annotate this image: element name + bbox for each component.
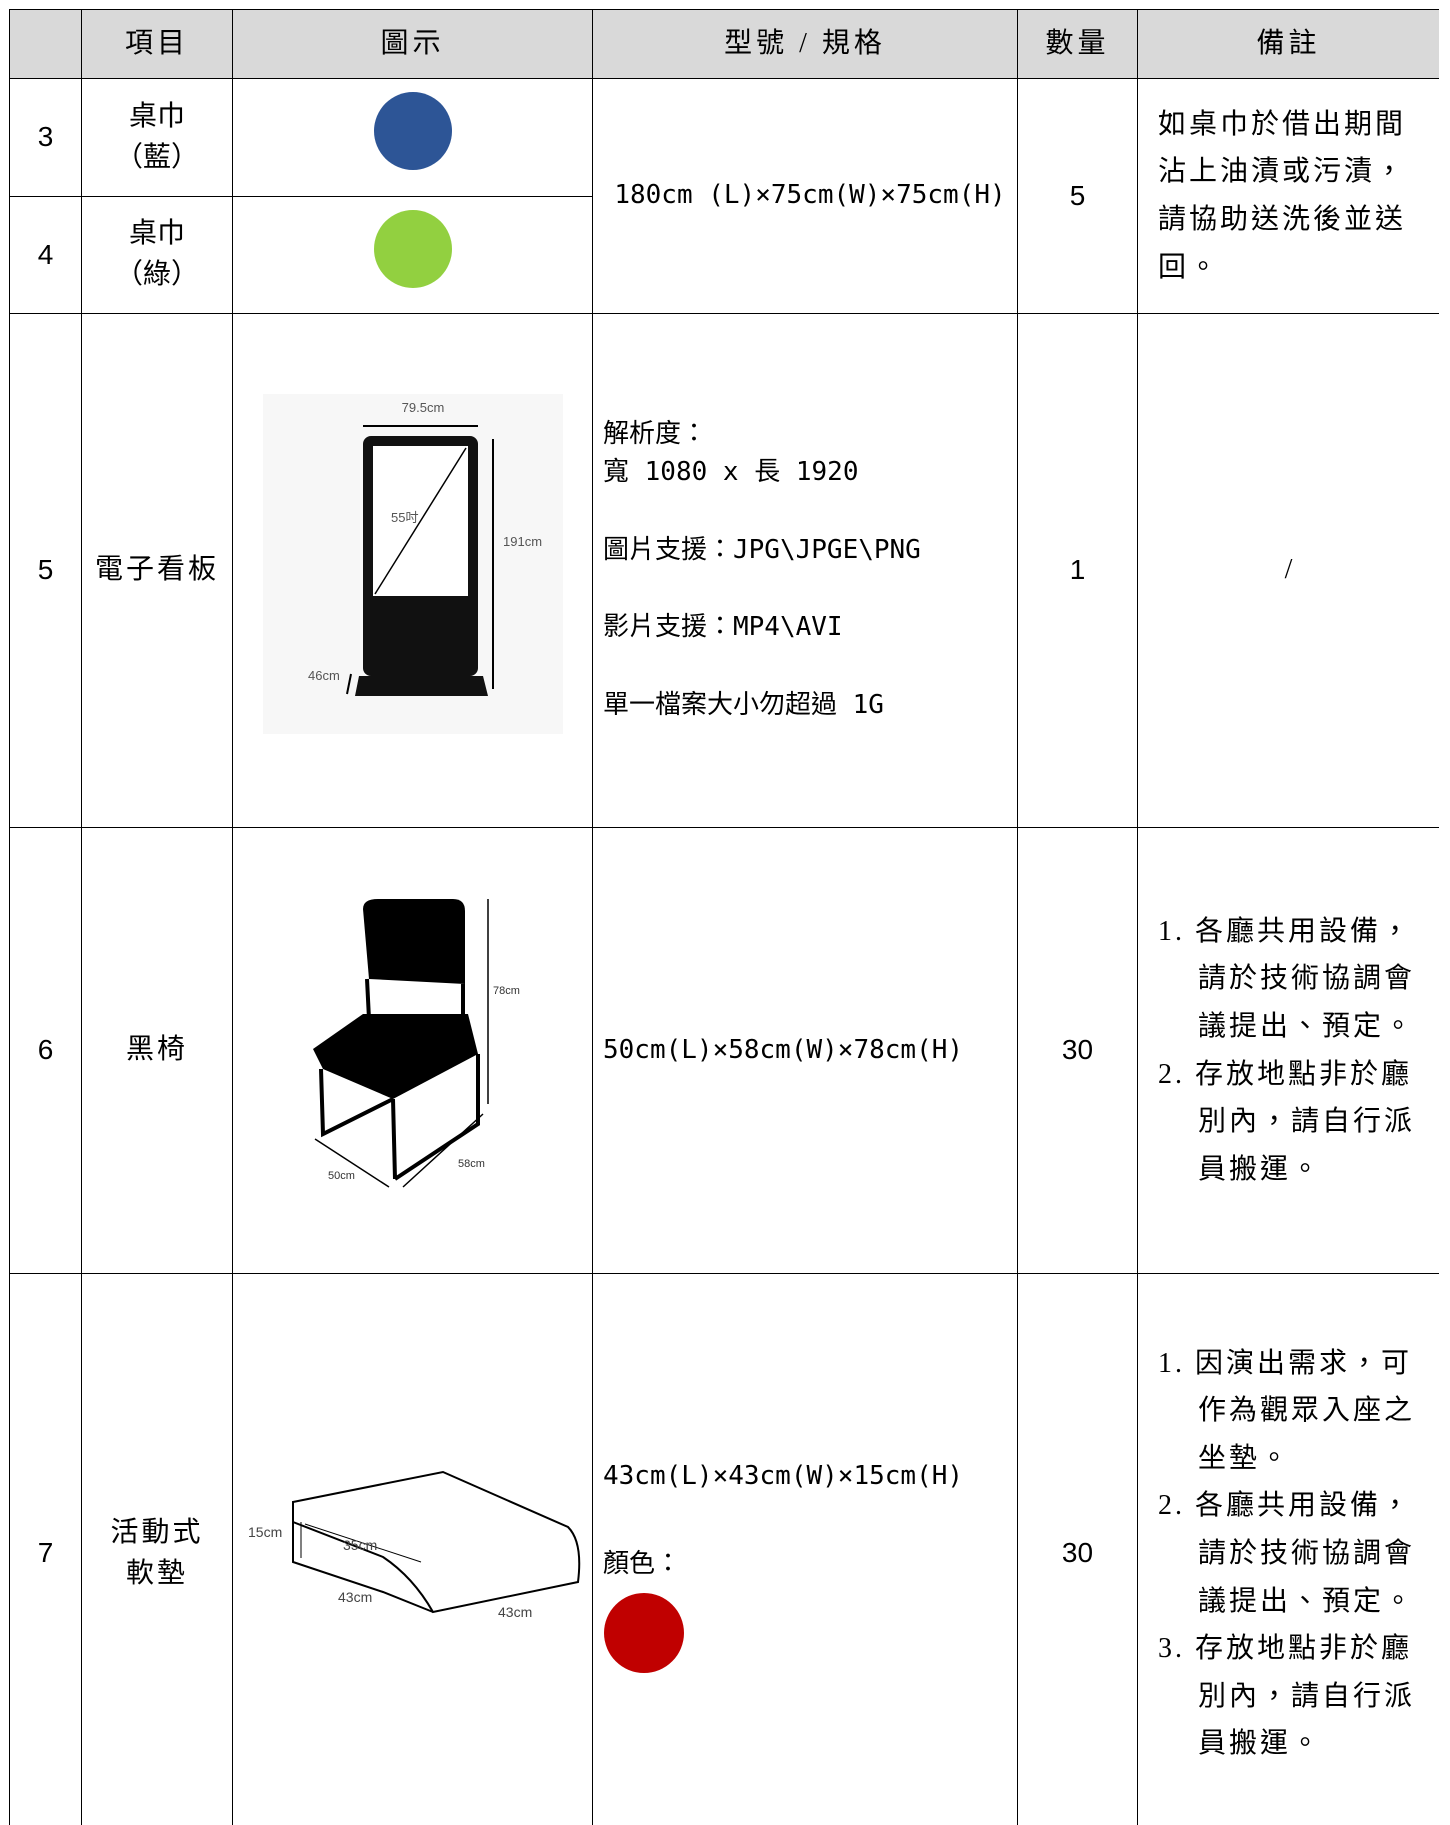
- figure: [232, 196, 593, 314]
- header-cell: 備註: [1137, 9, 1439, 79]
- chair-drawing: 78cm 50cm 58cm: [312, 899, 520, 1188]
- table-wrap: 項目 圖示 型號 / 規格 數量 備註 3 桌巾 （藍） 180cm (L)×75…: [9, 9, 1439, 1825]
- note-item: 2. 各廳共用設備，請於技術協調會議提出、預定。: [1158, 1490, 1416, 1617]
- header-cell: 項目: [81, 9, 233, 79]
- quantity: 1: [1017, 313, 1138, 828]
- figure-label: 35cm: [343, 1537, 377, 1553]
- row: 5 電子看板 79.5cm 55吋 191cm 46cm 解析度： 寬 1080 …: [9, 313, 1439, 828]
- item-line: （藍）: [114, 141, 199, 173]
- equipment-table: 項目 圖示 型號 / 規格 數量 備註 3 桌巾 （藍） 180cm (L)×75…: [9, 9, 1439, 1825]
- note-item: 1. 因演出需求，可作為觀眾入座之坐墊。: [1158, 1347, 1416, 1474]
- spec-line: 單一檔案大小勿超過 1G: [603, 690, 884, 721]
- notes: 1. 因演出需求，可作為觀眾入座之坐墊。 2. 各廳共用設備，請於技術協調會議提出…: [1137, 1273, 1439, 1825]
- notes: 如桌巾於借出期間沾上油漬或污漬，請協助送洗後並送回。: [1137, 78, 1439, 314]
- header-cell: 型號 / 規格: [592, 9, 1018, 79]
- row: 7 活動式軟墊 15cm 35cm 43cm 43cm 43cm(L)×43cm…: [9, 1273, 1439, 1825]
- swatch: [373, 209, 452, 288]
- item: 桌巾 （綠）: [81, 196, 233, 314]
- spec-line: 影片支援：MP4\AVI: [603, 612, 843, 643]
- row: 3 桌巾 （藍） 180cm (L)×75cm(W)×75cm(H) 5 如桌巾於…: [9, 78, 1439, 314]
- figure: 79.5cm 55吋 191cm 46cm: [232, 313, 593, 828]
- signage-base: [354, 676, 488, 697]
- dim-line: [345, 674, 352, 695]
- quantity: 5: [1017, 78, 1138, 314]
- note-item: 2. 存放地點非於廳別內，請自行派員搬運。: [1158, 1058, 1416, 1185]
- note-item: 3. 存放地點非於廳別內，請自行派員搬運。: [1158, 1633, 1416, 1760]
- row: 4 桌巾 （綠）: [9, 196, 1440, 314]
- spec: 43cm(L)×43cm(W)×15cm(H) 顏色：: [592, 1273, 1018, 1825]
- notes: /: [1137, 313, 1439, 828]
- header-cell: [9, 9, 82, 79]
- spec-line: 解析度：: [603, 419, 708, 450]
- cushion-side: [291, 1522, 433, 1614]
- notes: 1. 各廳共用設備，請於技術協調會議提出、預定。 2. 存放地點非於廳別內，請自行…: [1137, 827, 1439, 1274]
- item-line: 桌巾: [128, 218, 185, 250]
- header-row: 項目 圖示 型號 / 規格 數量 備註: [9, 9, 1439, 79]
- figure-label: 50cm: [328, 1170, 355, 1182]
- item: 電子看板: [81, 313, 233, 828]
- figure-label: 15cm: [248, 1524, 282, 1540]
- spec: 50cm(L)×58cm(W)×78cm(H): [592, 827, 1018, 1274]
- figure-label: 79.5cm: [401, 400, 444, 415]
- swatch: [373, 92, 452, 171]
- dim-line: [300, 1522, 421, 1563]
- swatch: [604, 1592, 684, 1673]
- figure-label: 55吋: [391, 510, 418, 525]
- row-number: 7: [9, 1273, 82, 1825]
- quantity: 30: [1017, 827, 1138, 1274]
- row-number: 6: [9, 827, 82, 1274]
- spec-line: 寬 1080 x 長 1920: [603, 456, 859, 487]
- row-number: 3: [9, 78, 82, 197]
- figure-label: 43cm: [498, 1604, 532, 1620]
- figure-label: 191cm: [503, 534, 542, 549]
- spec: 解析度： 寬 1080 x 長 1920 圖片支援：JPG\JPGE\PNG 影片支援…: [592, 313, 1018, 828]
- color-swatch: [373, 92, 452, 171]
- item: 桌巾 （藍）: [81, 78, 233, 197]
- cushion-drawing: 15cm 35cm 43cm 43cm: [248, 1471, 580, 1620]
- dim-line: [314, 1138, 389, 1188]
- figure-label: 78cm: [493, 985, 520, 997]
- chair-legs: [318, 1054, 480, 1181]
- item-line: （綠）: [114, 259, 199, 290]
- header-cell: 數量: [1017, 9, 1138, 79]
- item-line: 活動式: [110, 1517, 204, 1549]
- signage-drawing: 79.5cm 55吋 191cm 46cm: [262, 394, 563, 735]
- figure-label: 43cm: [338, 1589, 372, 1605]
- color-swatch: [373, 209, 452, 288]
- row: 6 黑椅 78cm 50cm 58cm 50cm(L)×58cm(W)×78cm…: [9, 827, 1439, 1274]
- figure: [232, 78, 593, 197]
- quantity: 30: [1017, 1273, 1138, 1825]
- dim-line: [401, 1113, 484, 1188]
- item: 黑椅: [81, 827, 233, 1274]
- chair-seat: [312, 1014, 478, 1100]
- row-number: 4: [9, 196, 82, 314]
- header-cell: 圖示: [232, 9, 593, 79]
- color-swatch: [604, 1592, 684, 1673]
- cushion-top: [291, 1471, 580, 1614]
- chair-back: [362, 899, 465, 985]
- spec: 180cm (L)×75cm(W)×75cm(H): [592, 78, 1018, 314]
- item-line: 桌巾: [128, 100, 185, 132]
- diagonal: [373, 447, 467, 595]
- figure-label: 58cm: [458, 1158, 485, 1170]
- spec-line: 顏色：: [603, 1548, 682, 1579]
- note-item: 1. 各廳共用設備，請於技術協調會議提出、預定。: [1158, 915, 1416, 1042]
- figure-label: 46cm: [308, 668, 340, 683]
- item: 活動式 軟墊: [81, 1273, 233, 1825]
- row-number: 5: [9, 313, 82, 828]
- spec-line: 圖片支援：JPG\JPGE\PNG: [603, 534, 921, 565]
- figure: 78cm 50cm 58cm: [232, 827, 593, 1274]
- spec-line: 43cm(L)×43cm(W)×15cm(H): [603, 1461, 964, 1492]
- figure: 15cm 35cm 43cm 43cm: [232, 1273, 593, 1825]
- item-line: 軟墊: [125, 1557, 188, 1589]
